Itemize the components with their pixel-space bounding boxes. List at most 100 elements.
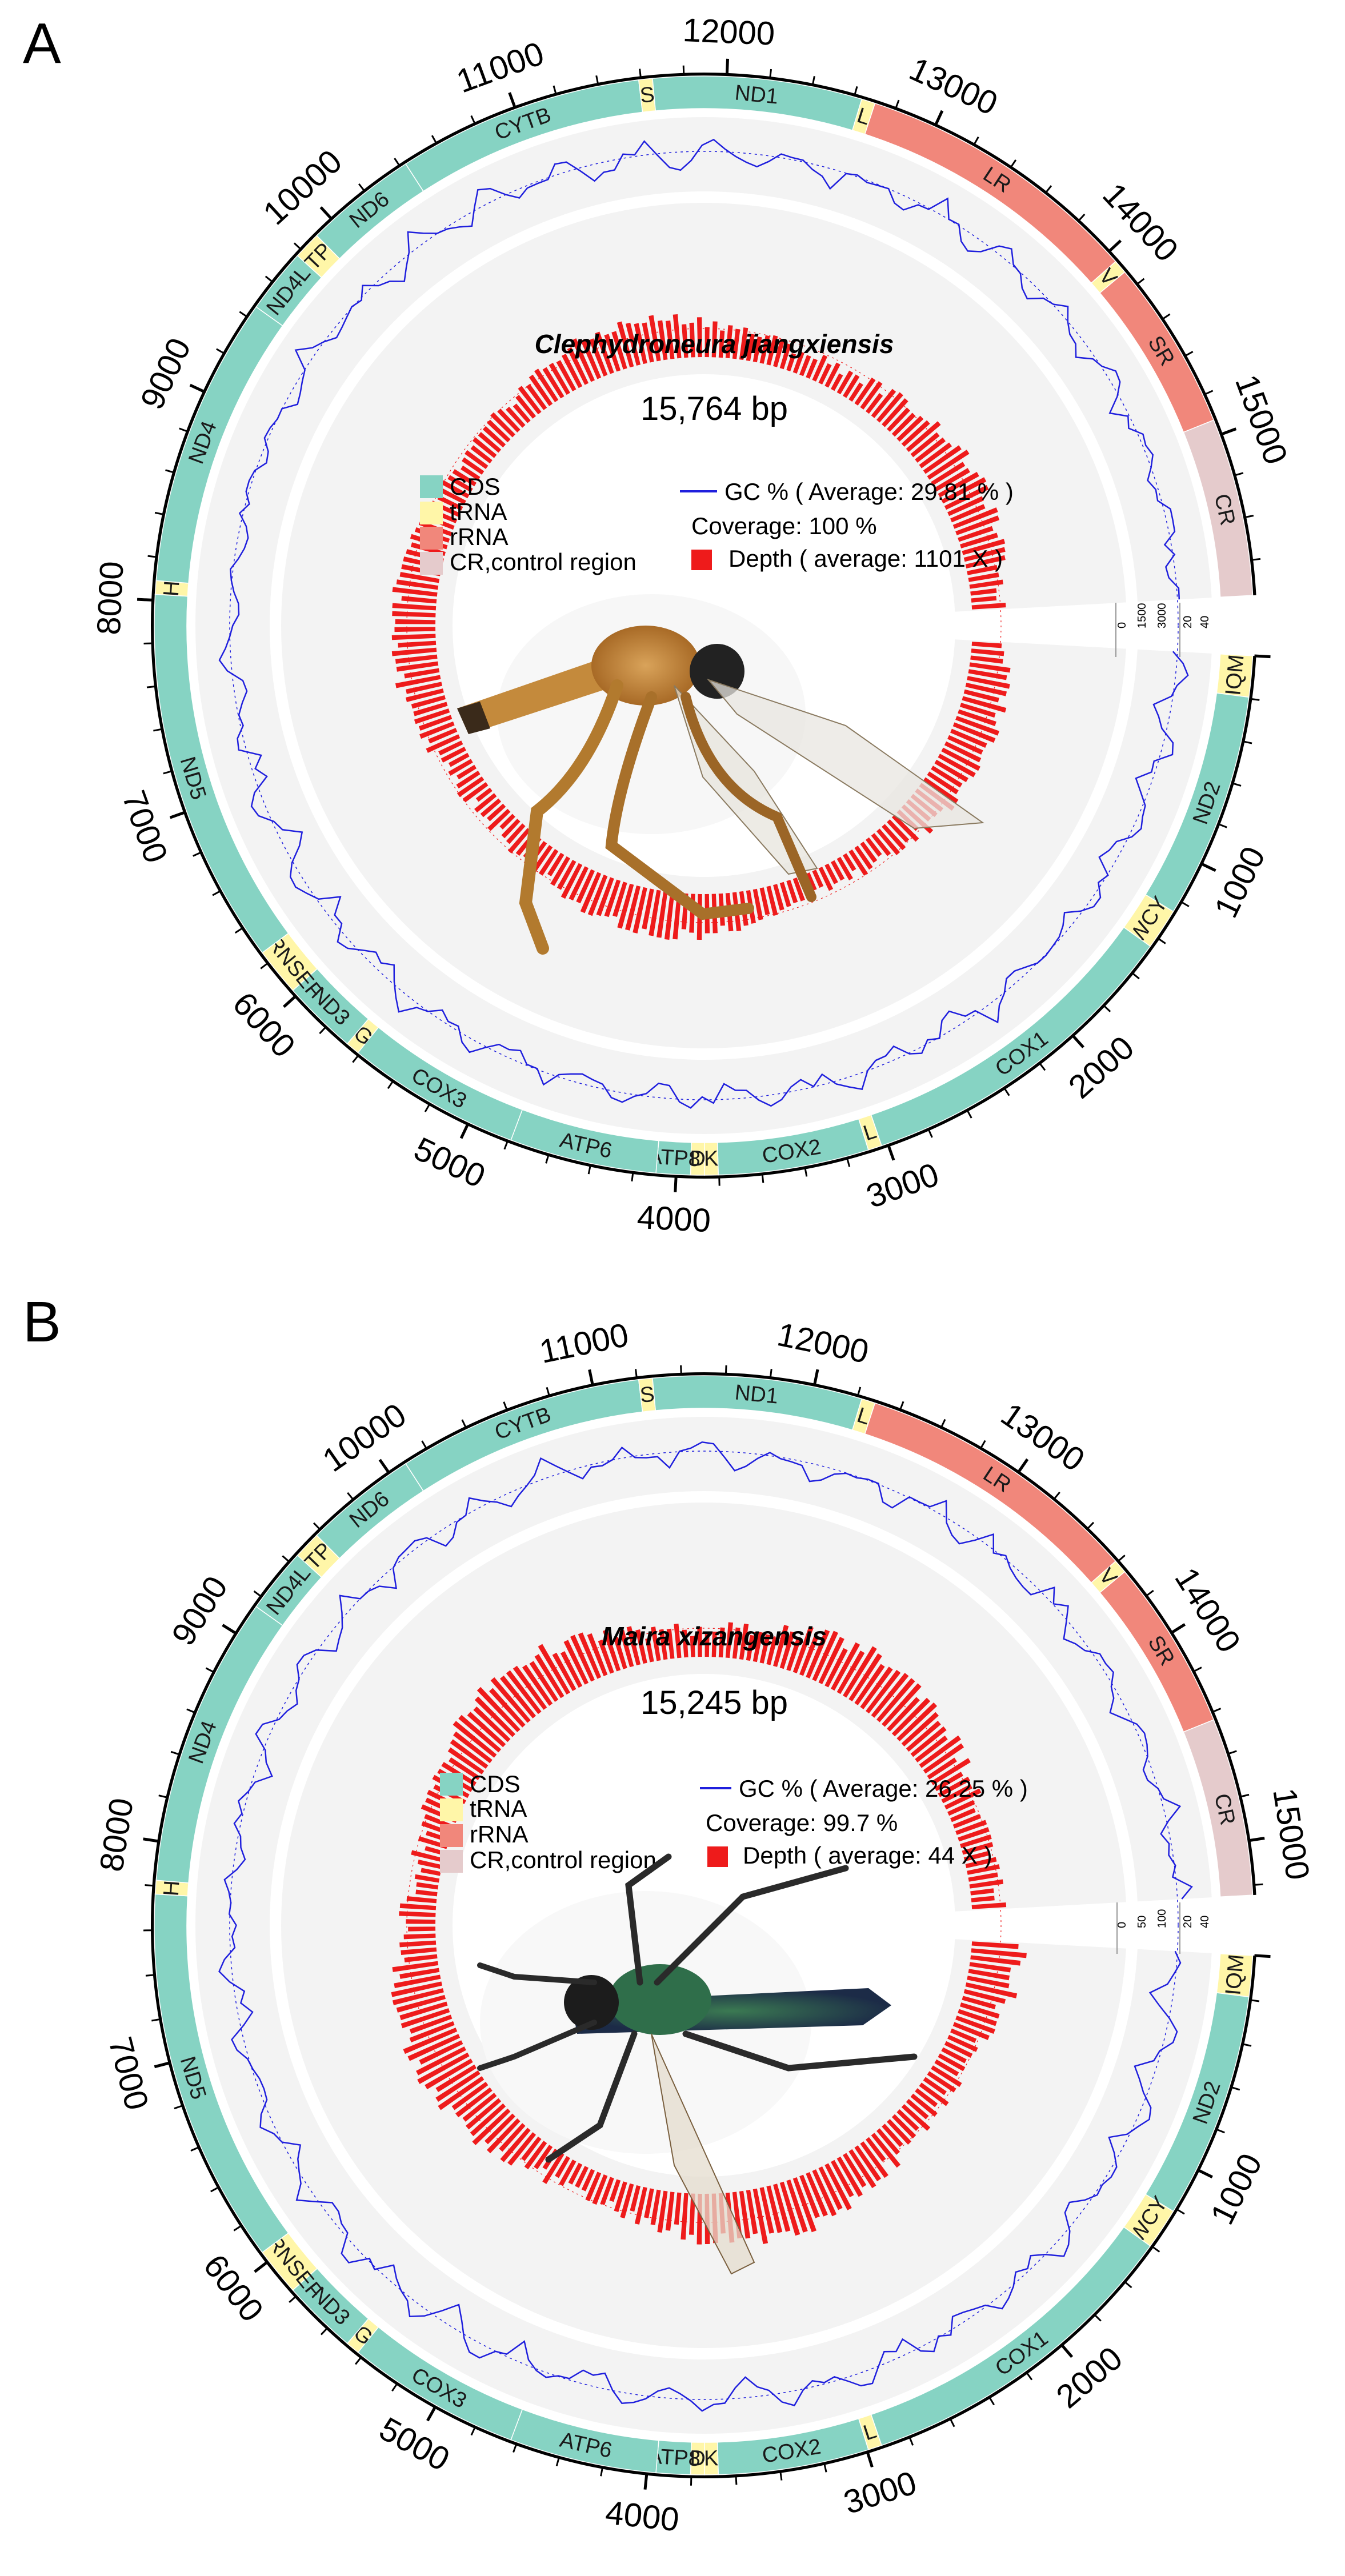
depth-bar (575, 2166, 589, 2188)
depth-bar (396, 1994, 446, 2013)
tick-label: 11000 (452, 35, 549, 101)
tick-mark (631, 1172, 634, 1182)
depth-bar (824, 2163, 852, 2210)
tick-mark (1078, 213, 1086, 222)
depth-bar (950, 504, 986, 523)
depth-bar (887, 1697, 920, 1732)
depth-bar (507, 828, 531, 854)
depth-bar (732, 328, 740, 359)
depth-bar (417, 1859, 442, 1869)
depth-bar (752, 2188, 768, 2244)
depth-bar (806, 2172, 828, 2217)
depth-bar (649, 890, 661, 936)
depth-bar (836, 856, 853, 881)
depth-bar (569, 866, 589, 901)
depth-bar (766, 335, 778, 366)
depth-bar (836, 2156, 863, 2197)
tick-mark (170, 1750, 180, 1756)
tick-label: 15000 (1266, 1786, 1316, 1882)
depth-bar (891, 2114, 916, 2139)
depth-bar (680, 2193, 688, 2240)
tick-mark (352, 1055, 359, 1063)
depth-bar (854, 2145, 882, 2182)
depth-bar (866, 1669, 901, 1714)
legend-swatch-rrna (420, 527, 443, 550)
depth-bar (896, 1702, 938, 1742)
tick-mark (555, 2457, 560, 2466)
depth-bar (848, 2149, 876, 2189)
depth-bar (409, 2021, 455, 2043)
depth-bar (665, 2192, 675, 2231)
depth-bar (549, 362, 570, 395)
depth-bar (617, 321, 634, 368)
tick-mark (1215, 2128, 1225, 2134)
depth-bar (910, 2093, 938, 2117)
depth-bar (938, 2053, 966, 2072)
depth-bar (824, 863, 838, 884)
legend-swatch-cds (420, 475, 443, 498)
depth-bar (891, 412, 916, 437)
depth-bar (759, 1634, 771, 1664)
depth-scale-0-a: 0 (1116, 622, 1128, 628)
depth-bar (901, 420, 930, 447)
depth-bar (395, 675, 441, 688)
outer-axis-circle (150, 73, 1256, 1179)
tick-label: 11000 (537, 1316, 632, 1371)
legend-label-cds: CDS (450, 473, 501, 500)
depth-bar (876, 2128, 900, 2155)
depth-bar (499, 2123, 526, 2152)
depth-bar (403, 2028, 458, 2054)
tick-mark (1220, 427, 1237, 436)
tick-mark (347, 1492, 354, 1501)
tick-mark (394, 158, 401, 167)
depth-bar (466, 2098, 502, 2130)
tick-mark (1151, 2245, 1160, 2253)
gene-label: K (704, 1147, 719, 1171)
depth-bar (955, 1820, 987, 1835)
tick-mark (546, 1387, 550, 1397)
tick-mark (508, 92, 517, 109)
depth-bar (950, 1808, 976, 1822)
depth-bar (799, 2174, 820, 2218)
gc-scale-0-b: 20 (1182, 1916, 1194, 1928)
depth-bar (455, 2087, 493, 2118)
depth-bar (866, 2137, 886, 2162)
depth-bar (486, 2118, 521, 2154)
depth-bar (550, 856, 570, 886)
tick-mark (1193, 1666, 1202, 1673)
tick-label: 3000 (839, 2464, 921, 2521)
tick-mark (761, 1173, 764, 1183)
depth-bar (786, 2180, 808, 2233)
tick-mark (461, 1419, 467, 1429)
depth-bar (568, 2162, 583, 2185)
depth-bar (955, 515, 1000, 535)
depth-bar (451, 2082, 489, 2110)
depth-bar (759, 335, 770, 364)
depth-bar (971, 1902, 1007, 1909)
tick-mark (205, 1667, 215, 1673)
panel-label-a: A (23, 11, 61, 75)
tick-mark (779, 2471, 783, 2481)
tick-mark (174, 2105, 183, 2110)
depth-bar (941, 1784, 972, 1804)
depth-bar (843, 853, 856, 872)
tick-mark (643, 2473, 649, 2490)
tick-mark (680, 1365, 682, 1375)
depth-bar (848, 849, 868, 876)
depth-bar (860, 842, 878, 863)
tick-mark (354, 2356, 362, 2365)
depth-bar (406, 682, 442, 694)
depth-bar (923, 777, 959, 804)
gc-scale-0-a: 20 (1182, 616, 1194, 628)
gc-average-circle (229, 151, 1179, 1100)
tick-mark (854, 86, 858, 96)
depth-bar (596, 877, 614, 916)
depth-bar (773, 884, 784, 911)
depth-bar (871, 1673, 909, 1718)
depth-bar (941, 2047, 967, 2064)
depth-bar (690, 1636, 695, 1657)
gene-label: D (690, 1147, 706, 1171)
depth-bar (409, 2014, 453, 2034)
depth-bar (674, 1623, 682, 1658)
depth-bar (604, 879, 621, 918)
